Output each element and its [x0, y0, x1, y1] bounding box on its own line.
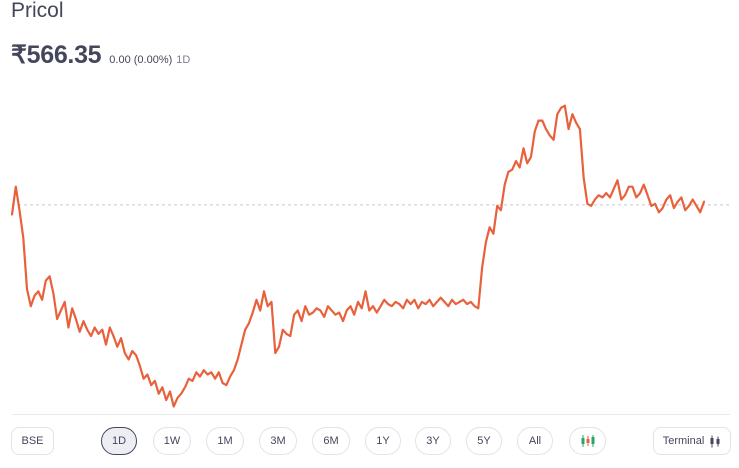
price-change: 0.00 (0.00%) [109, 54, 173, 66]
candlestick-icon [581, 435, 594, 447]
range-5y-button[interactable]: 5Y [466, 427, 502, 455]
terminal-label: Terminal [662, 435, 705, 447]
candlestick-icon [710, 435, 720, 447]
exchange-label: BSE [21, 435, 44, 447]
range-label: 6M [323, 435, 339, 447]
range-label: 3M [270, 435, 286, 447]
range-3m-button[interactable]: 3M [259, 427, 297, 455]
range-label: All [528, 435, 542, 447]
change-period: 1D [176, 54, 191, 66]
chart-type-toggle[interactable] [569, 427, 606, 455]
range-1d-button[interactable]: 1D [101, 427, 137, 455]
range-label: 1W [163, 435, 181, 447]
price-series-line [10, 104, 706, 408]
exchange-selector[interactable]: BSE [11, 427, 54, 455]
price-row: ₹566.35 0.00 (0.00%) 1D [11, 40, 190, 70]
range-1w-button[interactable]: 1W [153, 427, 191, 455]
range-3y-button[interactable]: 3Y [415, 427, 451, 455]
stock-name: Pricol [11, 0, 64, 22]
price-chart[interactable] [0, 95, 739, 415]
range-1m-button[interactable]: 1M [206, 427, 244, 455]
range-label: 1M [217, 435, 233, 447]
terminal-button[interactable]: Terminal [653, 427, 731, 455]
range-1y-button[interactable]: 1Y [365, 427, 401, 455]
range-label: 1D [111, 435, 127, 447]
range-label: 1Y [376, 435, 390, 447]
range-label: 5Y [477, 435, 491, 447]
range-label: 3Y [426, 435, 440, 447]
range-6m-button[interactable]: 6M [312, 427, 350, 455]
chart-divider [12, 414, 730, 415]
range-all-button[interactable]: All [517, 427, 553, 455]
current-price: ₹566.35 [11, 41, 102, 69]
